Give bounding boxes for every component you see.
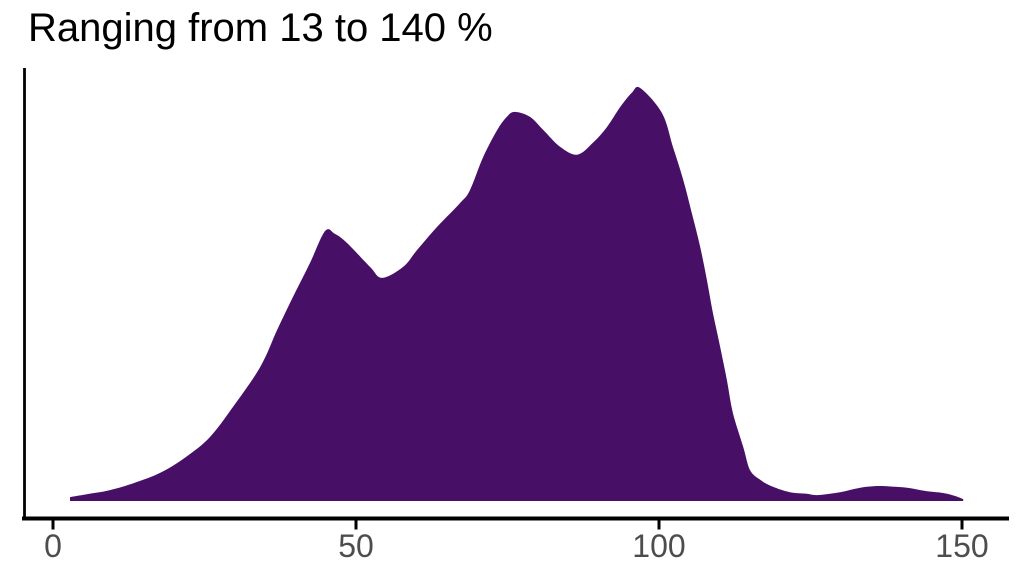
x-axis-tick-label: 0	[44, 528, 62, 564]
x-axis-tick-label: 50	[338, 528, 374, 564]
chart-title: Ranging from 13 to 140 %	[28, 6, 493, 50]
x-axis-tick-label: 100	[632, 528, 685, 564]
density-area	[70, 86, 964, 502]
x-axis-tick-label: 150	[935, 528, 988, 564]
